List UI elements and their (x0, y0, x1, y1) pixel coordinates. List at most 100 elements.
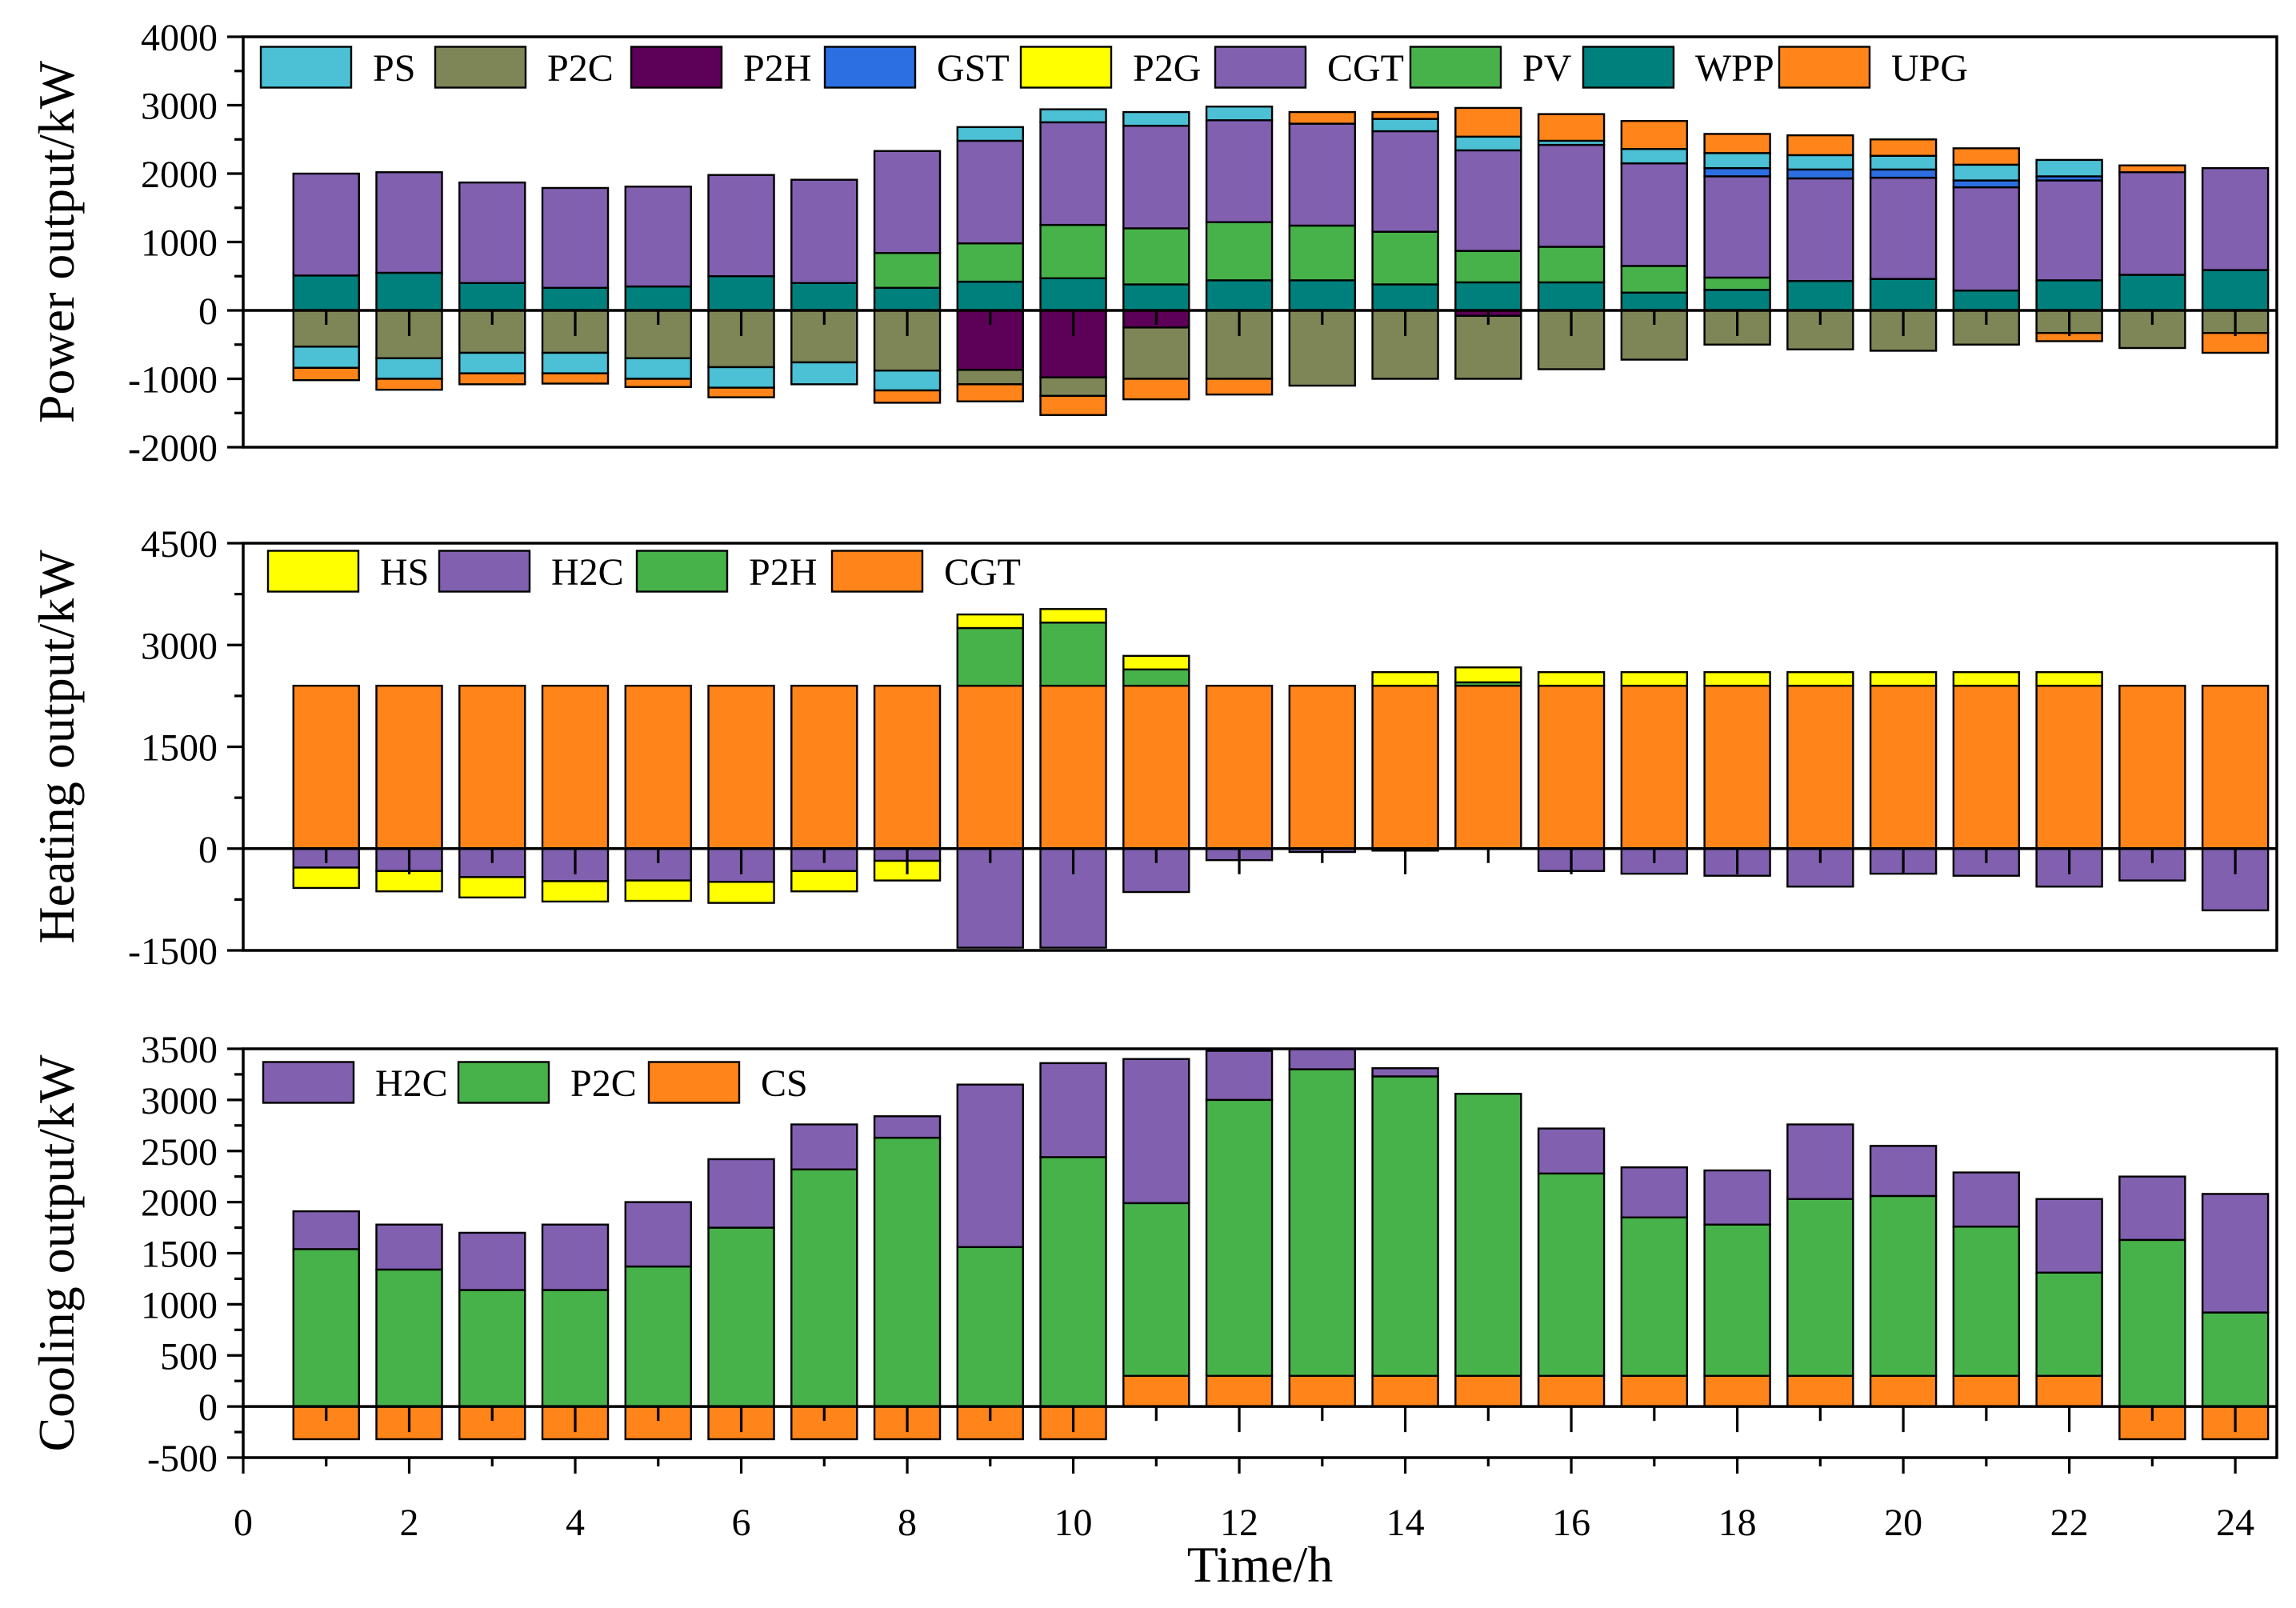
power-panel-bar-cgt-h12 (1205, 119, 1274, 223)
power-panel-bar-ps-h9 (956, 126, 1024, 142)
power-panel-bar-ps-h3 (458, 351, 526, 374)
power-panel-bars (292, 106, 2270, 417)
x-tick-label: 8 (898, 1502, 917, 1544)
heating-panel-bar-hs-h19 (1786, 670, 1854, 687)
cooling-panel-bar-h2c-h6 (707, 1158, 775, 1229)
power-panel-bar-ps-h7 (790, 361, 858, 386)
power-panel-y-tick-label: 4000 (141, 17, 218, 59)
power-panel-bar-wpp-h21 (1952, 290, 2021, 312)
heating-panel-bar-h2c-h9 (956, 847, 1024, 949)
cooling-panel-bar-h2c-h2 (375, 1223, 443, 1271)
heating-panel-bar-cgt-h19 (1786, 684, 1854, 850)
cooling-panel-bar-h2c-h21 (1952, 1171, 2021, 1228)
power-panel-bar-upg-h4 (541, 372, 610, 385)
power-panel-bar-upg-h23 (2118, 164, 2186, 174)
heating-panel-bar-hs-h9 (956, 613, 1024, 630)
power-panel-legend-swatch-p2h (630, 46, 723, 89)
power-panel-bar-upg-h21 (1952, 147, 2021, 166)
power-panel-legend: PS P2C P2H GST P2G CGT PV WPP UPG (259, 46, 1968, 90)
heating-panel-bar-hs-h16 (1537, 670, 1606, 687)
heating-panel-bar-hs-h18 (1703, 670, 1771, 687)
heating-panel-legend-swatch-hs (266, 550, 360, 593)
cooling-panel-bar-h2c-h9 (956, 1083, 1024, 1249)
cooling-panel-bar-h2c-h14 (1371, 1067, 1439, 1078)
power-panel-y-tick-label: 1000 (141, 222, 218, 265)
power-panel-bar-pv-h8 (873, 251, 942, 289)
power-panel-legend-swatch-upg (1778, 46, 1871, 89)
power-panel-bar-upg-h20 (1869, 138, 1938, 157)
heating-panel-bar-hs-h11 (1122, 654, 1190, 670)
cooling-panel-bar-cs-h17 (1620, 1374, 1689, 1408)
heating-panel-bar-hs-h22 (2035, 670, 2103, 687)
cooling-panel-bars (292, 1047, 2270, 1441)
power-panel-bar-wpp-h7 (790, 282, 858, 312)
cooling-panel-bar-h2c-h22 (2035, 1198, 2103, 1274)
power-panel-bar-cgt-h11 (1122, 124, 1190, 230)
heating-panel-bar-hs-h21 (1952, 670, 2021, 687)
heating-panel-bar-hs-h6 (707, 881, 775, 904)
x-tick-label: 0 (234, 1502, 253, 1544)
power-panel-bar-gst-h20 (1869, 168, 1938, 179)
cooling-panel-bar-h2c-h20 (1869, 1145, 1938, 1198)
heating-panel-bar-hs-h5 (624, 879, 692, 902)
heating-panel-bar-hs-h14 (1371, 670, 1439, 687)
power-panel-bar-ps-h6 (707, 366, 775, 389)
cooling-panel-legend-swatch-cs (647, 1061, 741, 1104)
cooling-panel-bar-h2c-h18 (1703, 1169, 1771, 1226)
cooling-panel-bar-p2c-h16 (1537, 1172, 1606, 1377)
power-panel-legend-label-gst: GST (937, 47, 1010, 90)
heating-panel-bar-cgt-h8 (873, 684, 942, 850)
power-panel-y-tick-label: 2000 (141, 154, 218, 196)
cooling-panel-bar-p2c-h23 (2118, 1238, 2186, 1408)
power-panel-bar-upg-h9 (956, 383, 1024, 402)
power-panel-bar-upg-h15 (1454, 106, 1522, 138)
power-panel-bar-ps-h12 (1205, 106, 1274, 122)
cooling-panel-bar-cs-h13 (1288, 1374, 1357, 1408)
power-panel-bar-wpp-h13 (1288, 279, 1357, 312)
power-panel-bar-wpp-h16 (1537, 281, 1606, 312)
power-panel-bar-ps-h17 (1620, 148, 1689, 165)
power-panel-bar-ps-h8 (873, 370, 942, 392)
heating-panel-bar-cgt-h9 (956, 684, 1024, 850)
power-panel-y-axis-title: Power output/kW (28, 60, 85, 423)
power-panel-bar-cgt-h20 (1869, 176, 1938, 280)
heating-panel-bar-hs-h3 (458, 876, 526, 899)
heating-panel-bar-cgt-h6 (707, 684, 775, 850)
power-panel-legend-swatch-ps (259, 46, 353, 89)
heating-panel-y-axis-title: Heating output/kW (28, 550, 85, 944)
power-panel-bar-upg-h8 (873, 389, 942, 404)
power-panel-bar-cgt-h5 (624, 186, 692, 288)
power-panel-bar-upg-h16 (1537, 113, 1606, 142)
cooling-panel-y-tick-label: 1000 (141, 1284, 218, 1326)
heating-panel-bar-hs-h17 (1620, 670, 1689, 687)
power-panel-legend-label-wpp: WPP (1695, 47, 1774, 90)
cooling-panel-bar-cs-h15 (1454, 1374, 1522, 1408)
power-panel-bar-pv-h11 (1122, 227, 1190, 286)
power-panel-bar-p2c-h10 (1039, 376, 1107, 398)
power-panel-bar-ps-h18 (1703, 152, 1771, 170)
cooling-panel-bar-p2c-h24 (2201, 1311, 2270, 1408)
heating-panel-bar-cgt-h3 (458, 684, 526, 850)
power-panel-bar-cgt-h15 (1454, 149, 1522, 252)
power-panel-bar-cgt-h24 (2201, 166, 2270, 271)
cooling-panel-bar-p2c-h5 (624, 1265, 692, 1408)
cooling-panel-bar-p2c-h3 (458, 1289, 526, 1408)
power-panel-bar-gst-h21 (1952, 179, 2021, 189)
power-panel-bar-wpp-h12 (1205, 279, 1274, 312)
cooling-panel-bar-h2c-h16 (1537, 1127, 1606, 1175)
power-panel: -2000 -1000 0 1000 2000 3000 4000 PS P2C P2H GST P2… (28, 17, 2278, 470)
cooling-panel-bar-cs-h14 (1371, 1374, 1439, 1408)
heating-panel-plot-frame (242, 542, 2278, 952)
power-panel-bar-pv-h15 (1454, 250, 1522, 284)
power-panel-bar-upg-h6 (707, 386, 775, 398)
power-panel-bar-upg-h18 (1703, 133, 1771, 154)
power-panel-y-tick-label: -2000 (128, 427, 218, 470)
heating-panel-bar-cgt-h5 (624, 684, 692, 850)
cooling-panel-legend-swatch-p2c (457, 1061, 550, 1104)
heating-panel-y-tick-label: -1500 (128, 930, 218, 973)
power-panel-legend-swatch-p2c (434, 46, 527, 89)
cooling-panel-bar-cs-h11 (1122, 1374, 1190, 1408)
power-panel-bar-wpp-h5 (624, 285, 692, 312)
power-panel-bar-cgt-h9 (956, 139, 1024, 245)
heating-panel-bar-hs-h10 (1039, 608, 1107, 624)
